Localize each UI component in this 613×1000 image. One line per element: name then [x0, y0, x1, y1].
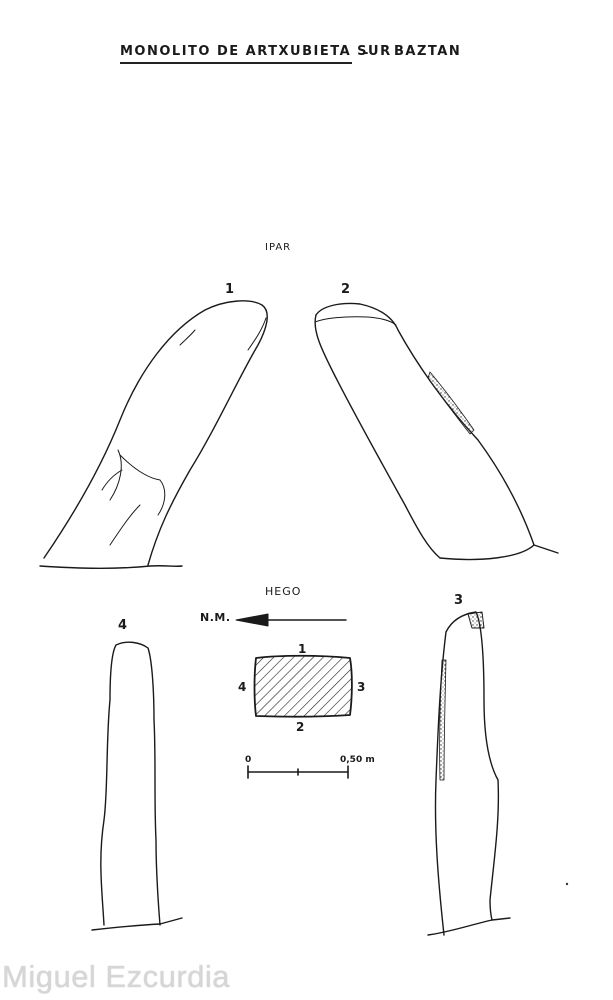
plan-side-2: 2: [296, 720, 306, 734]
scale-bar: [247, 765, 349, 779]
plan-side-4: 4: [238, 680, 248, 694]
plan-side-1: 1: [298, 642, 308, 656]
north-arrow-label: N.M.: [200, 611, 231, 624]
face-4-outline: [91, 641, 183, 931]
photographer-watermark: Miguel Ezcurdia: [2, 959, 231, 994]
plan-side-3: 3: [357, 680, 367, 694]
face-1-outline: [39, 300, 268, 569]
face-2-number: 2: [341, 282, 352, 297]
drawing-title: MONOLITO DE ARTXUBIETA SUR: [120, 44, 392, 59]
face-4-number: 4: [118, 618, 129, 633]
title-underline: [120, 62, 352, 64]
location-label: BAZTAN: [394, 44, 462, 59]
face-3-number: 3: [454, 593, 465, 608]
face-3-outline: [427, 611, 511, 936]
south-label: HEGO: [265, 585, 302, 598]
face-1-number: 1: [225, 282, 236, 297]
north-arrow: [235, 613, 347, 627]
scale-end-label: 0,50 m: [340, 755, 375, 765]
face-2-outline: [314, 302, 559, 561]
north-label: IPAR: [265, 242, 292, 253]
plan-section: [253, 654, 353, 718]
title-separator: -: [363, 46, 370, 61]
scale-start-label: 0: [245, 755, 253, 765]
